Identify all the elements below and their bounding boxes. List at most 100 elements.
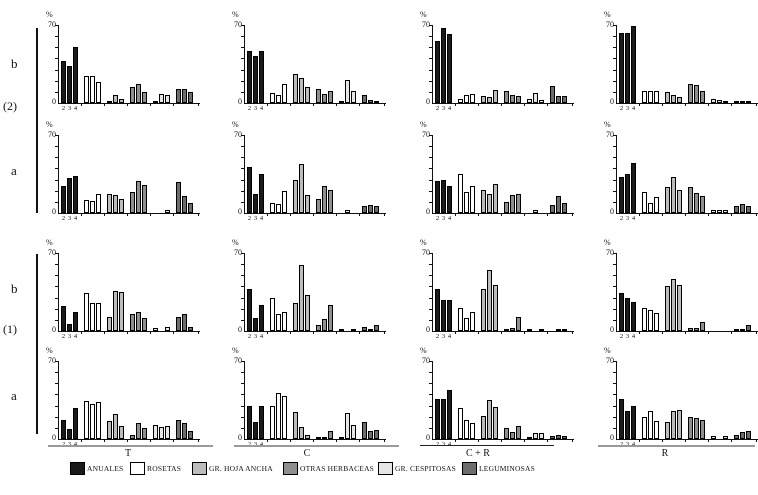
bar	[270, 93, 275, 103]
bar	[368, 205, 373, 213]
x-axis-tick	[501, 104, 502, 106]
bar	[259, 406, 264, 439]
x-axis-tick	[313, 332, 314, 334]
group-2-label: (2)	[3, 99, 17, 113]
y-axis-tick	[429, 320, 433, 321]
bar	[550, 205, 555, 213]
bar	[665, 422, 670, 439]
bar-group-gr-hoja-ancha	[481, 90, 498, 103]
y-axis-max-label: 70	[234, 130, 242, 139]
bar-group-gr-cespitosas	[711, 436, 728, 439]
x-axis-tick	[662, 214, 663, 216]
bar-group-otras-herbaceas	[688, 322, 705, 331]
bar	[516, 194, 521, 213]
y-axis-unit-label: %	[420, 120, 427, 129]
x-axis-tick	[572, 332, 573, 334]
column-label-c: C	[303, 448, 311, 459]
x-axis-tick	[173, 214, 174, 216]
bar	[142, 428, 147, 439]
legend-item-anuales: ANUALES	[70, 462, 123, 475]
x-axis-tick	[290, 104, 291, 106]
x-axis-tick	[478, 104, 479, 106]
bar-group-gr-cespitosas	[153, 327, 170, 331]
bar	[740, 101, 745, 103]
bar	[619, 33, 624, 103]
y-axis	[244, 135, 245, 213]
bar-group-rosetas	[270, 84, 287, 103]
bar	[299, 427, 304, 439]
y-axis-tick	[55, 146, 59, 147]
y-axis-max-label: 70	[48, 356, 56, 365]
x-axis	[244, 213, 386, 214]
bar	[136, 181, 141, 213]
x-axis-tick	[127, 440, 128, 442]
group-2-row-a-label: a	[11, 163, 17, 178]
y-axis-unit-label: %	[604, 238, 611, 247]
bar	[136, 312, 141, 331]
bar-group-gr-cespitosas	[153, 94, 170, 103]
bar	[84, 293, 89, 331]
y-axis-tick	[613, 394, 617, 395]
bar-group-gr-cespitosas	[339, 80, 356, 103]
bar	[694, 328, 699, 331]
group-1-row-b-label: b	[11, 281, 18, 296]
bar	[322, 437, 327, 439]
bar	[345, 210, 350, 213]
y-axis	[244, 25, 245, 103]
x-axis-tick	[547, 332, 548, 334]
bar-group-gr-cespitosas	[339, 329, 356, 331]
bar	[723, 436, 728, 439]
y-axis-tick	[55, 372, 59, 373]
bar	[96, 303, 101, 331]
chart-panel-(1)b-T: % 70 0 2 3 4	[42, 238, 204, 344]
bar	[270, 406, 275, 439]
bar	[270, 203, 275, 213]
bar	[625, 174, 630, 213]
bar-group-otras-herbaceas	[504, 317, 521, 331]
y-axis	[432, 361, 433, 439]
bar	[504, 329, 509, 331]
bar	[510, 328, 515, 331]
y-axis-tick	[613, 264, 617, 265]
x-axis-tick	[104, 214, 105, 216]
bar	[328, 431, 333, 439]
bar-group-anuales	[247, 167, 264, 213]
x-axis-tick	[290, 214, 291, 216]
y-axis-unit-label: %	[420, 10, 427, 19]
bar	[73, 408, 78, 439]
bar	[368, 431, 373, 439]
plot-area	[617, 135, 757, 213]
x-axis-tick	[662, 440, 663, 442]
bar-group-otras-herbaceas	[130, 423, 147, 439]
x-axis-tick	[336, 440, 337, 442]
x-axis	[432, 331, 574, 332]
group-1-bracket	[36, 254, 38, 434]
bar	[299, 78, 304, 103]
bar	[247, 406, 252, 439]
y-axis-tick	[241, 180, 245, 181]
plot-area	[617, 25, 757, 103]
y-axis	[58, 361, 59, 439]
bar	[516, 426, 521, 439]
x-axis-tick	[81, 440, 82, 442]
y-axis-tick	[55, 168, 59, 169]
bar-group-gr-cespitosas	[153, 425, 170, 439]
bar	[282, 312, 287, 331]
bar-group-rosetas	[270, 298, 287, 331]
bar-group-rosetas	[270, 393, 287, 439]
bar	[648, 203, 653, 213]
y-axis-tick	[55, 25, 59, 26]
y-axis-tick	[613, 36, 617, 37]
bar	[654, 421, 659, 439]
x-axis-tick	[756, 104, 757, 106]
bar	[746, 431, 751, 439]
bar	[527, 329, 532, 331]
x-axis-tick	[685, 332, 686, 334]
bar	[322, 94, 327, 103]
y-axis-tick	[429, 25, 433, 26]
bar	[339, 101, 344, 103]
x-axis-tick	[173, 440, 174, 442]
